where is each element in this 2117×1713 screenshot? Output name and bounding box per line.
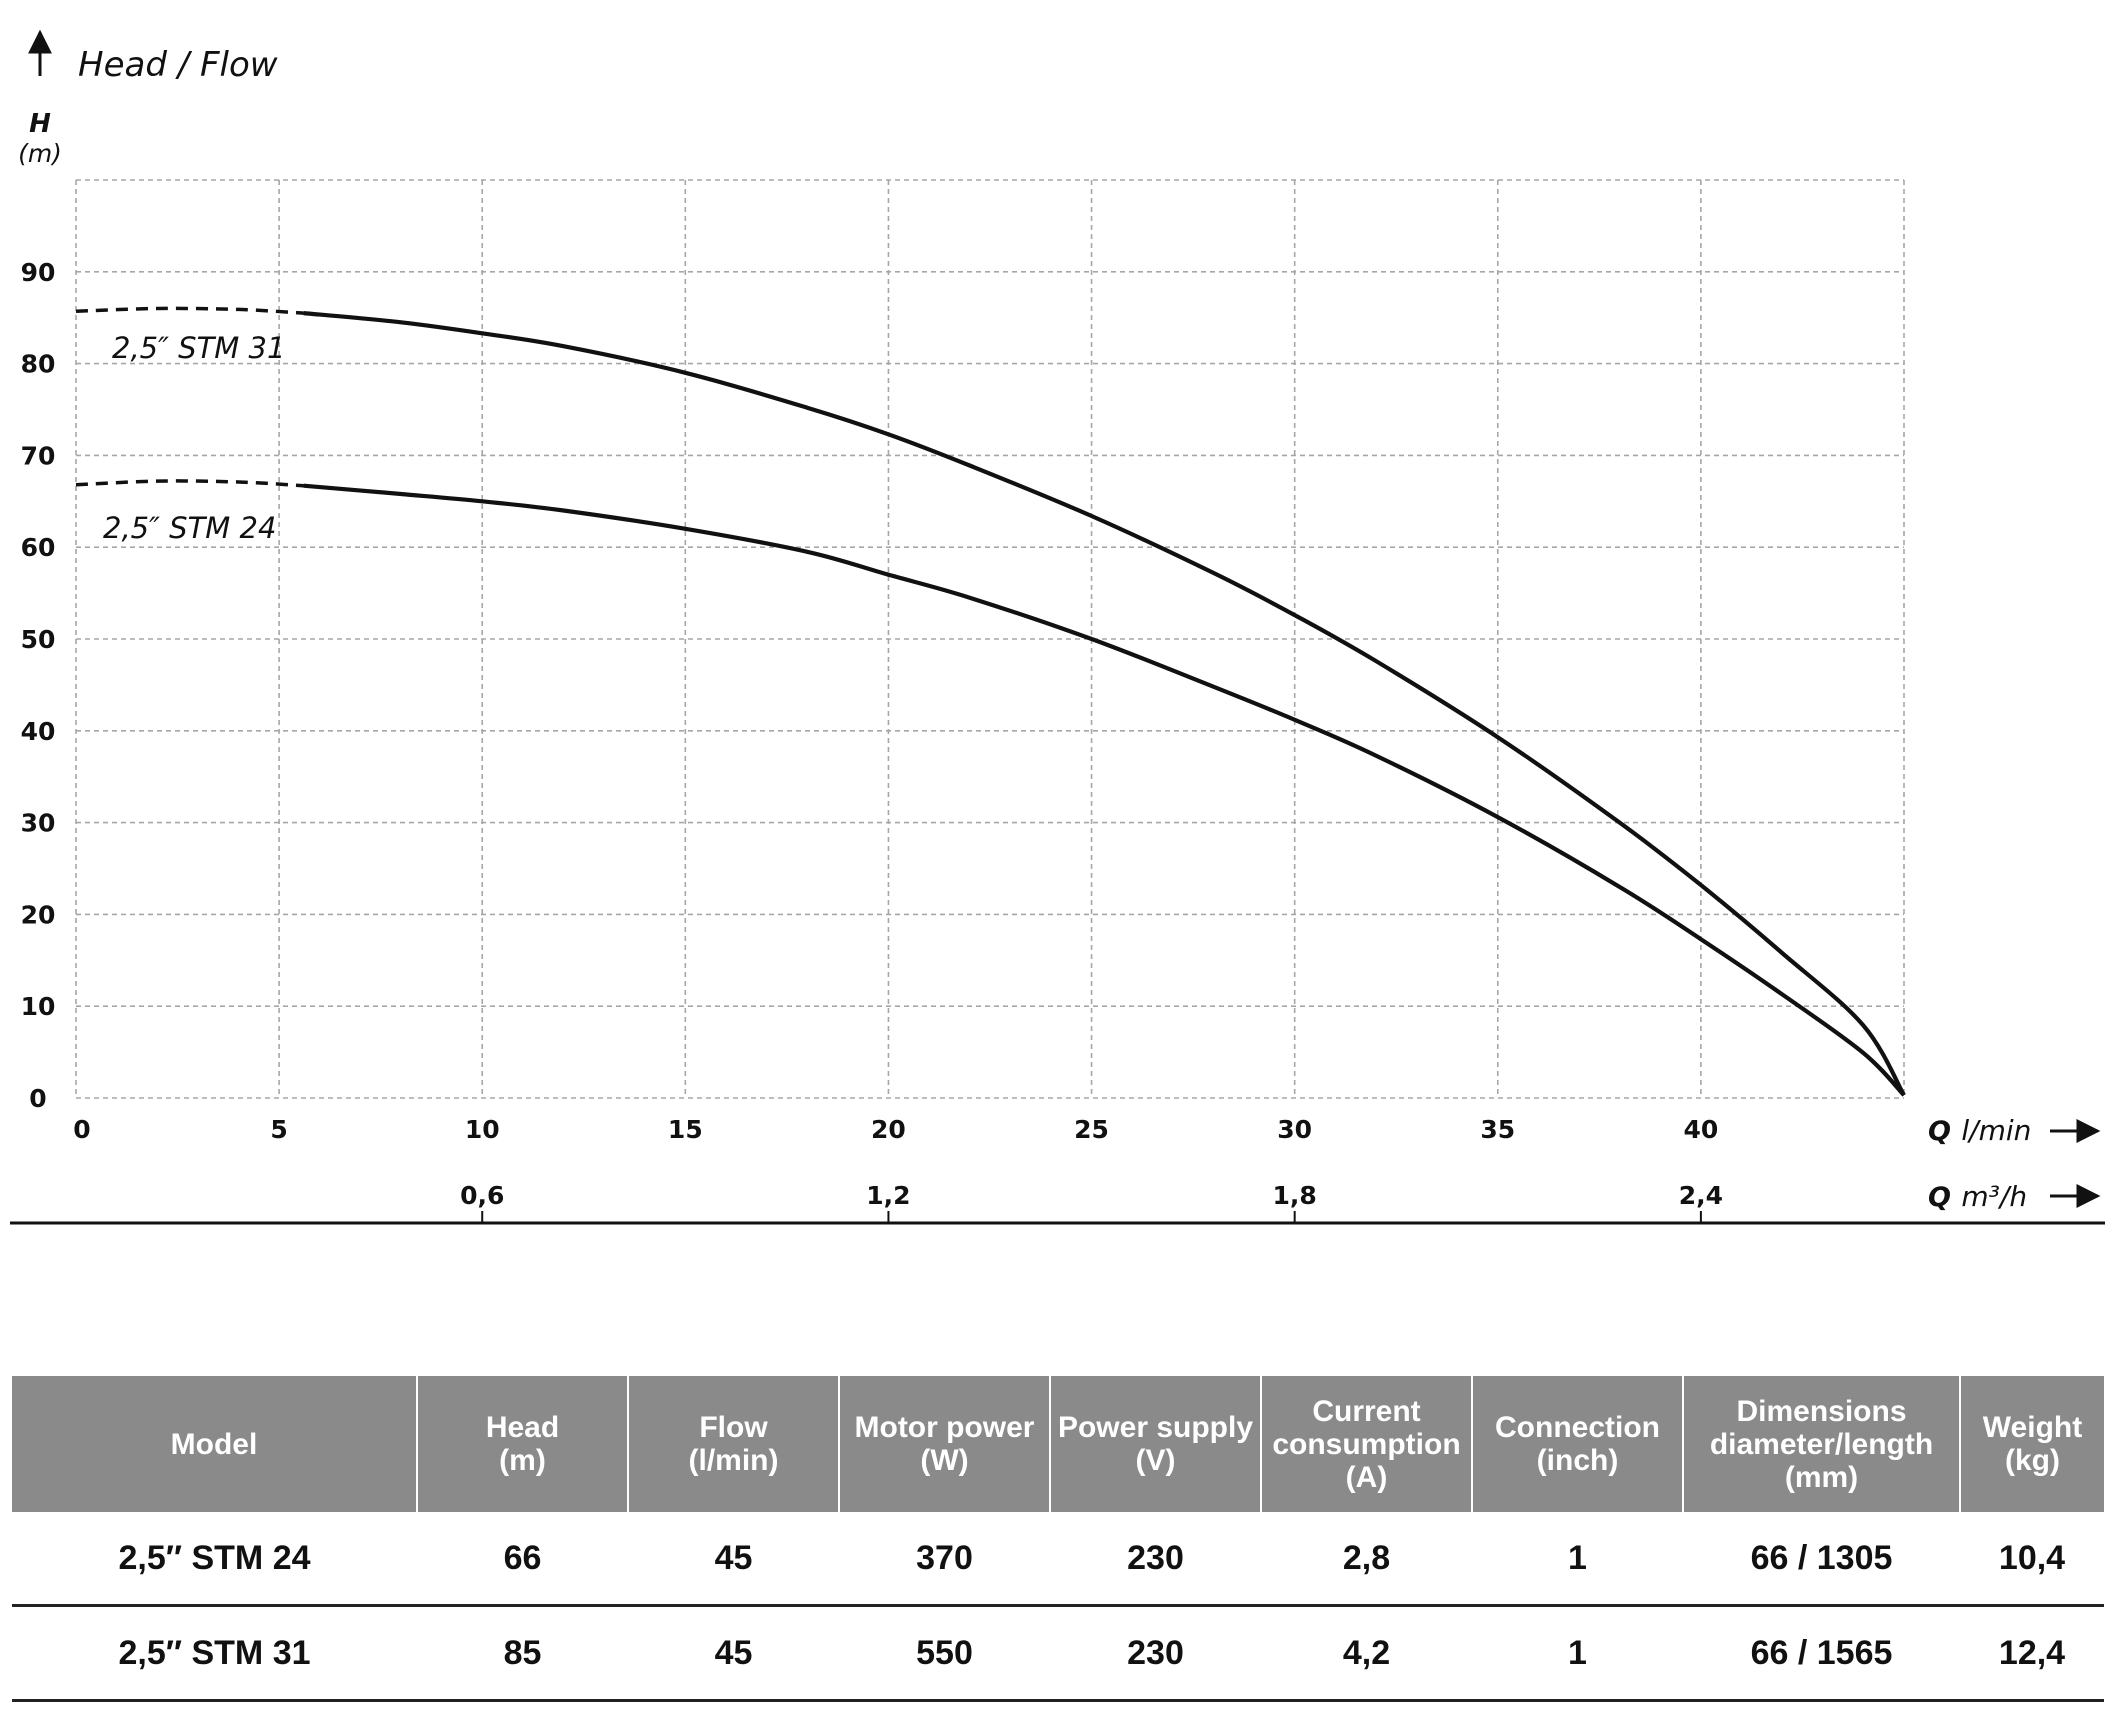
table-header-line: Dimensions <box>1736 1394 1907 1428</box>
head-flow-chart: Head / Flow H (m) 0 10 20 30 40 50 60 70 80 90 0 5… <box>10 29 2105 1225</box>
table-header-line: (kg) <box>2005 1444 2060 1477</box>
y-tick-label: 60 <box>21 533 56 562</box>
table-header-cell: Dimensions diameter/length (mm) <box>1682 1376 1960 1512</box>
x2-tick-label: 0,6 <box>460 1181 504 1210</box>
table-cell: 45 <box>628 1512 839 1607</box>
table-header-cell: Connection (inch) <box>1471 1376 1683 1512</box>
table-row: 2,5″ STM 31 85 45 550 230 4,2 1 66 / 1565 12,4 <box>12 1605 2104 1702</box>
y-tick-label: 0 <box>29 1084 46 1113</box>
spec-table: Model Head (m) Flow (l/min) Motor power (W) Pow… <box>12 1376 2104 1702</box>
table-header-line: Weight <box>1982 1411 2083 1444</box>
table-cell: 230 <box>1050 1605 1261 1702</box>
series-dashed-line-stm24 <box>75 479 304 488</box>
chart-grid <box>75 179 1905 1099</box>
x-tick-label: 0 <box>73 1115 90 1144</box>
table-cell: 2,8 <box>1261 1512 1472 1607</box>
table-header-line: (A) <box>1345 1460 1388 1494</box>
x-tick-label: 30 <box>1277 1115 1312 1144</box>
table-cell: 4,2 <box>1261 1605 1472 1702</box>
x-tick-label: 25 <box>1074 1115 1109 1144</box>
table-header-line: Head <box>485 1411 560 1444</box>
table-cell: 2,5″ STM 31 <box>12 1605 417 1702</box>
x-axis-label: Q l/min <box>1928 1114 2031 1147</box>
y-tick-label: 30 <box>21 809 56 838</box>
x2-tick-labels: 0,6 1,2 1,8 2,4 <box>460 1181 1723 1223</box>
table-header-line: (W) <box>920 1444 969 1477</box>
table-cell: 66 / 1565 <box>1683 1605 1960 1702</box>
table-cell: 10,4 <box>1960 1512 2104 1607</box>
table-cell: 12,4 <box>1960 1605 2104 1702</box>
x2-tick-label: 1,8 <box>1273 1181 1317 1210</box>
table-cell: 45 <box>628 1605 839 1702</box>
table-cell: 1 <box>1472 1512 1683 1607</box>
y-tick-label: 20 <box>21 900 56 929</box>
table-header-line: (V) <box>1135 1444 1176 1477</box>
y-tick-labels: 0 10 20 30 40 50 60 70 80 90 <box>21 258 56 1113</box>
y-axis-unit: (m) <box>18 139 62 168</box>
x2-tick-label: 1,2 <box>866 1181 910 1210</box>
table-header-line: Current <box>1312 1394 1421 1428</box>
x2-axis-label: Q m³/h <box>1928 1180 2027 1213</box>
table-header-row: Model Head (m) Flow (l/min) Motor power (W) Pow… <box>12 1376 2104 1512</box>
y-tick-label: 90 <box>21 258 56 287</box>
x-tick-label: 5 <box>270 1115 287 1144</box>
series-label-stm31: 2,5″ STM 31 <box>112 331 285 365</box>
table-header-cell: Current consumption (A) <box>1260 1376 1472 1512</box>
x-tick-label: 40 <box>1683 1115 1718 1144</box>
table-header-line: Motor power <box>854 1411 1035 1444</box>
table-header-cell: Motor power (W) <box>838 1376 1050 1512</box>
y-tick-label: 70 <box>21 441 56 470</box>
x-tick-label: 35 <box>1480 1115 1515 1144</box>
table-cell: 66 <box>417 1512 628 1607</box>
table-cell: 370 <box>839 1512 1050 1607</box>
table-header-line: Connection <box>1495 1411 1660 1444</box>
series-dashed-line-stm31 <box>75 306 304 315</box>
table-cell: 1 <box>1472 1605 1683 1702</box>
table-cell: 85 <box>417 1605 628 1702</box>
series-line-stm24 <box>303 483 1906 1097</box>
table-row: 2,5″ STM 24 66 45 370 230 2,8 1 66 / 1305 10,4 <box>12 1512 2104 1607</box>
series-label-stm24: 2,5″ STM 24 <box>103 511 276 545</box>
table-header-line: Model <box>170 1427 258 1461</box>
chart-curves <box>75 306 1906 1097</box>
table-header-line: consumption <box>1272 1427 1461 1461</box>
table-cell: 66 / 1305 <box>1683 1512 1960 1607</box>
series-line-stm31 <box>303 311 1906 1097</box>
table-cell: 230 <box>1050 1512 1261 1607</box>
table-header-line: (inch) <box>1536 1444 1619 1477</box>
table-cell: 2,5″ STM 24 <box>12 1512 417 1607</box>
table-cell: 550 <box>839 1605 1050 1702</box>
chart-title: Head / Flow <box>78 45 278 85</box>
y-axis-label: H <box>29 109 51 139</box>
y-tick-label: 80 <box>21 350 56 379</box>
x2-tick-label: 2,4 <box>1679 1181 1723 1210</box>
x-tick-labels: 0 5 10 15 20 25 30 35 40 <box>73 1115 1718 1144</box>
table-header-cell: Head (m) <box>416 1376 628 1512</box>
table-header-line: Flow <box>699 1411 768 1444</box>
y-tick-label: 50 <box>21 625 56 654</box>
table-header-line: (l/min) <box>688 1444 779 1477</box>
y-tick-label: 40 <box>21 717 56 746</box>
table-header-cell: Weight (kg) <box>1959 1376 2104 1512</box>
y-tick-label: 10 <box>21 992 56 1021</box>
table-header-line: diameter/length <box>1709 1427 1934 1461</box>
x-tick-label: 10 <box>465 1115 500 1144</box>
table-header-cell: Model <box>12 1376 417 1512</box>
table-header-line: (mm) <box>1784 1460 1859 1494</box>
table-header-line: Power supply <box>1057 1411 1254 1444</box>
table-header-cell: Flow (l/min) <box>627 1376 839 1512</box>
x-tick-label: 20 <box>871 1115 906 1144</box>
table-header-cell: Power supply (V) <box>1049 1376 1261 1512</box>
x-tick-label: 15 <box>668 1115 703 1144</box>
table-header-line: (m) <box>499 1444 546 1477</box>
